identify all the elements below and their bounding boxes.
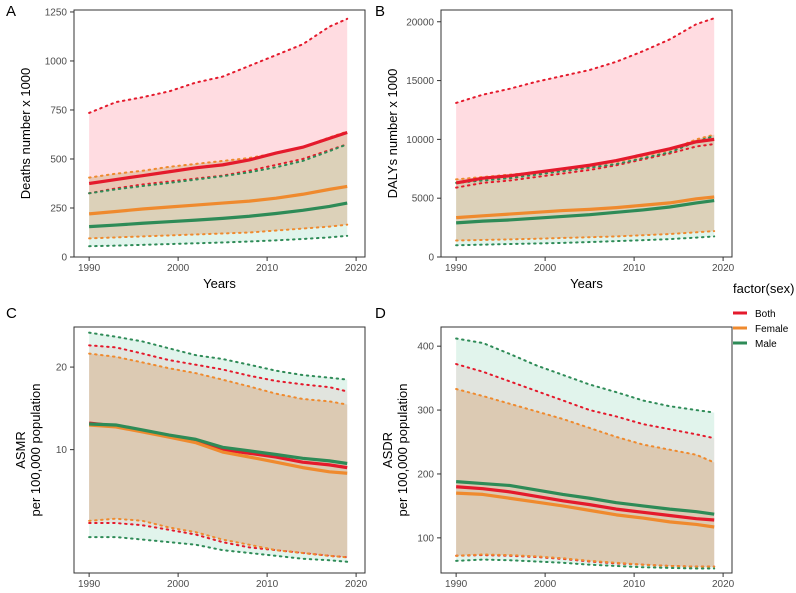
y-tick-label-d-100: 100 [417, 533, 434, 544]
lower-bound-female-a [88, 223, 349, 240]
series-line-male-d [456, 480, 715, 516]
x-tick-label-a-1990: 1990 [78, 263, 101, 274]
legend-title: factor(sex) [733, 281, 794, 296]
upper-bound-both-b [455, 17, 716, 104]
y-tick-label-a-750: 750 [50, 105, 67, 116]
plot-area-b [455, 17, 716, 247]
legend-label-male: Male [755, 339, 777, 350]
y-tick-label-a-1250: 1250 [45, 7, 68, 18]
panel-letter-c: C [6, 305, 17, 322]
legend-label-both: Both [755, 309, 776, 320]
legend-entry-male: Male [733, 339, 777, 350]
y-tick-label-b-5000: 5000 [412, 194, 435, 205]
x-tick-label-d-2000: 2000 [534, 579, 557, 590]
x-axis-title-b: Years [570, 276, 603, 291]
y-tick-label-b-10000: 10000 [406, 135, 434, 146]
panel-letter-a: A [6, 3, 16, 20]
x-tick-label-c-2010: 2010 [256, 579, 279, 590]
x-tick-label-a-2020: 2020 [345, 263, 368, 274]
y-axis-title-d-line1: ASDR [380, 432, 395, 468]
x-tick-label-d-2020: 2020 [712, 579, 735, 590]
x-tick-label-c-1990: 1990 [78, 579, 101, 590]
plot-area-c [88, 331, 349, 563]
y-tick-label-d-200: 200 [417, 469, 434, 480]
legend: factor(sex) Both Female Male [733, 281, 794, 350]
upper-bound-both-a [88, 17, 349, 114]
y-tick-label-c-20: 20 [56, 363, 68, 374]
series-line-both-a [88, 131, 348, 186]
y-axis-title-d-line2: per 100,000 population [395, 383, 410, 516]
y-tick-label-b-0: 0 [428, 253, 434, 264]
x-tick-label-b-1990: 1990 [445, 263, 468, 274]
panel-a: A 1990 2000 2010 2020 0 250 500 750 1000 1250 Years… [6, 3, 368, 291]
legend-label-female: Female [755, 324, 789, 335]
panel-border-a [73, 9, 366, 258]
series-line-female-d [456, 491, 715, 529]
series-line-male-a [89, 201, 348, 229]
lower-bound-male-b [455, 235, 716, 247]
x-tick-label-a-2010: 2010 [256, 263, 279, 274]
y-axis-title-a: Deaths number x 1000 [18, 68, 33, 200]
series-line-male-c [89, 422, 348, 466]
x-tick-label-a-2000: 2000 [167, 263, 190, 274]
x-tick-label-d-1990: 1990 [445, 579, 468, 590]
panel-letter-d: D [375, 305, 386, 322]
y-axis-title-c-line2: per 100,000 population [28, 383, 43, 516]
y-tick-label-a-1000: 1000 [45, 56, 68, 67]
series-line-both-b [455, 137, 715, 185]
y-tick-label-a-250: 250 [50, 203, 67, 214]
x-tick-label-b-2000: 2000 [534, 263, 557, 274]
y-tick-label-d-300: 300 [417, 406, 434, 417]
y-tick-label-b-20000: 20000 [406, 17, 434, 28]
panel-border-b [440, 9, 733, 258]
panel-border-d [440, 326, 733, 574]
y-tick-label-a-0: 0 [61, 253, 67, 264]
upper-bound-female-d [455, 387, 716, 464]
x-tick-label-b-2020: 2020 [712, 263, 735, 274]
plot-area-d [455, 337, 716, 570]
x-tick-label-d-2010: 2010 [623, 579, 646, 590]
y-tick-label-d-400: 400 [417, 342, 434, 353]
legend-entry-female: Female [733, 324, 789, 335]
band-female-c [89, 353, 348, 558]
y-axis-title-c-line1: ASMR [13, 431, 28, 469]
lower-bound-male-a [88, 234, 349, 248]
band-both-b [456, 18, 715, 188]
y-tick-label-c-10: 10 [56, 445, 68, 456]
band-both-a [89, 18, 348, 194]
series-line-female-b [456, 195, 715, 220]
y-tick-label-b-15000: 15000 [406, 76, 434, 87]
upper-bound-male-b [455, 134, 716, 184]
series-line-male-b [456, 198, 715, 225]
series-line-female-c [89, 423, 348, 475]
lower-bound-male-d [455, 558, 716, 570]
lower-bound-male-c [88, 536, 349, 563]
x-tick-label-c-2000: 2000 [167, 579, 190, 590]
upper-bound-male-d [455, 337, 716, 414]
panel-c: C19902000201020201020YearsASMRper 100,00… [6, 305, 368, 593]
panel-b: B 1990 2000 2010 2020 0 5000 10000 15000 20000 Yea… [375, 3, 735, 291]
x-tick-label-c-2020: 2020 [345, 579, 368, 590]
series-line-female-a [88, 184, 348, 216]
legend-entry-both: Both [733, 309, 776, 320]
y-axis-title-b: DALYs number x 1000 [385, 69, 400, 199]
series-line-both-d [456, 485, 715, 522]
y-tick-label-a-500: 500 [50, 154, 67, 165]
panel-letter-b: B [375, 3, 385, 20]
upper-bound-female-c [88, 352, 349, 406]
x-axis-title-a: Years [203, 276, 236, 291]
lower-bound-female-b [455, 230, 716, 242]
lower-bound-female-d [455, 553, 716, 568]
panel-d: D1990200020102020100200300400YearsASDRpe… [375, 305, 735, 593]
band-female-d [456, 388, 715, 567]
plot-area-a [88, 17, 349, 248]
x-tick-label-b-2010: 2010 [623, 263, 646, 274]
